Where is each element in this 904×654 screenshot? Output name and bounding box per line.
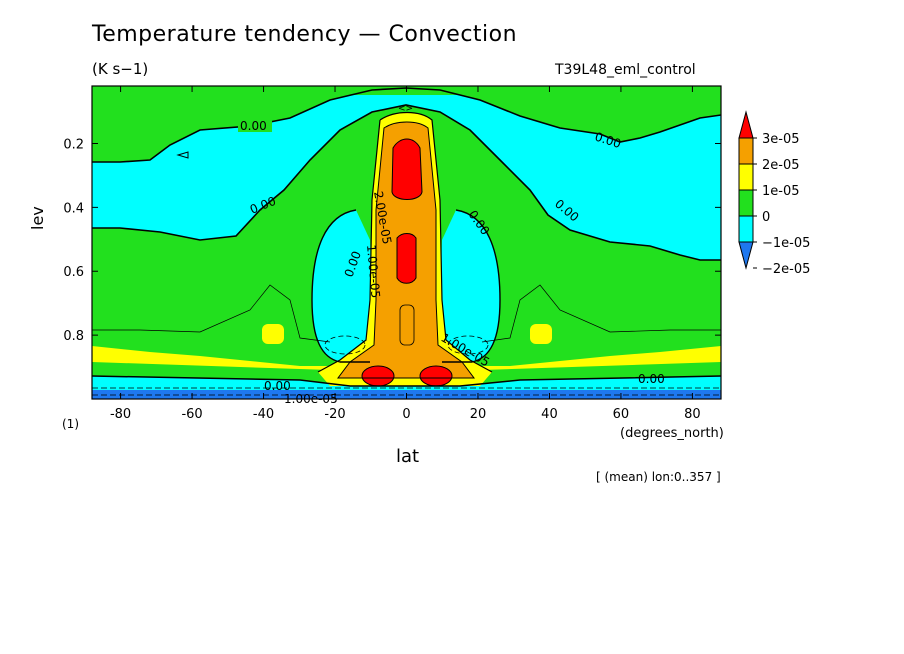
averaging-note: [ (mean) lon:0..357 ] [596, 470, 721, 484]
contour-zero-sh-lobe [311, 209, 370, 363]
contour-label-10: 1.00e-05 [364, 244, 383, 299]
y-tick-label: 0.8 [63, 329, 84, 344]
x-tick-label: 40 [541, 407, 558, 422]
contour-dashed-nh [447, 335, 489, 355]
contour-eq-red-mid-edge [396, 233, 417, 284]
contour-zero-upper [92, 104, 721, 261]
contour-eq-red-upper-edge [391, 138, 423, 200]
y-tick-label: 0.2 [63, 137, 84, 152]
contour-dashed-sh [324, 335, 366, 355]
contour-zero-bl [92, 375, 721, 387]
colorbar-label: −1e-05 [762, 236, 810, 251]
colorbar-label: 0 [762, 210, 770, 225]
x-tick-label: 20 [470, 407, 487, 422]
contour-eq-outer-sh [317, 119, 381, 373]
chart-title: Temperature tendency — Convection [92, 22, 518, 47]
contour-small-triangle [176, 151, 189, 159]
contour-lines [92, 87, 721, 396]
field-sh-low-yellow [92, 346, 330, 370]
colorbar-label: 1e-05 [762, 184, 800, 199]
x-tick-label: 60 [613, 407, 630, 422]
chart-units: (K s−1) [92, 60, 149, 78]
contour-thin-nh [481, 284, 721, 343]
x-axis-units: (degrees_north) [620, 426, 724, 441]
x-tick-label: 0 [402, 407, 410, 422]
colorbar-swatch [738, 215, 754, 243]
y-tick-label: 0.4 [63, 201, 84, 216]
y-tick-label: 0.6 [63, 265, 84, 280]
x-tick-label: -80 [110, 407, 131, 422]
colorbar-label: 2e-05 [762, 158, 800, 173]
contour-zero-nh-lobe [442, 209, 501, 363]
colorbar: 3e-05 2e-05 1e-05 0 −1e-05 −2e-05 [738, 110, 810, 277]
contour-label-13: <> [398, 104, 413, 114]
x-tick-label: -40 [253, 407, 274, 422]
colorbar-label: −2e-05 [762, 262, 810, 277]
field-nh-red-lowlevel [420, 366, 452, 386]
contour-nh-red-edge [419, 365, 453, 387]
field-nh-low-yellow [482, 346, 721, 370]
field-top-cap [92, 86, 721, 162]
contour-zero-top [92, 87, 721, 163]
x-axis-label: lat [396, 446, 420, 467]
label-bg [238, 118, 272, 132]
contour-label-8: 0.00 [638, 372, 665, 386]
colorbar-bottom-arrow [738, 241, 754, 270]
x-axis: -80 -60 -40 -20 0 20 40 60 80 [110, 86, 701, 422]
colorbar-swatch [738, 137, 754, 165]
run-name: T39L48_eml_control [555, 62, 696, 78]
contour-thin-sh [92, 284, 331, 343]
y-axis: 0.2 0.4 0.6 0.8 [63, 137, 721, 344]
field-eq-red-mid [397, 233, 416, 284]
field-nh-yellow-spot [530, 324, 552, 344]
contour-eq-outer-nh [379, 111, 493, 373]
field-eq-red-upper [392, 139, 422, 200]
field-sh-red-lowlevel [362, 366, 394, 386]
field-nh-subsidence [440, 210, 500, 362]
field-sh-yellow-spot [262, 324, 284, 344]
field-sh-subsidence [312, 210, 372, 362]
colorbar-top-arrow [738, 110, 754, 139]
contour-label-7: 0.00 [264, 379, 291, 393]
x-tick-label: 80 [684, 407, 701, 422]
colorbar-label: 3e-05 [762, 132, 800, 147]
x-tick-label: -60 [181, 407, 202, 422]
contour-sh-red-edge [361, 365, 395, 387]
colorbar-swatch [738, 163, 754, 191]
x-tick-label: -20 [324, 407, 345, 422]
contour-fields [92, 86, 721, 399]
contour-label-1: 0.00 [240, 119, 267, 133]
y-axis-units: (1) [62, 417, 79, 431]
contour-eq-orange-edge [337, 121, 475, 379]
colorbar-swatch [738, 189, 754, 217]
contour-eq-inner [399, 304, 415, 346]
